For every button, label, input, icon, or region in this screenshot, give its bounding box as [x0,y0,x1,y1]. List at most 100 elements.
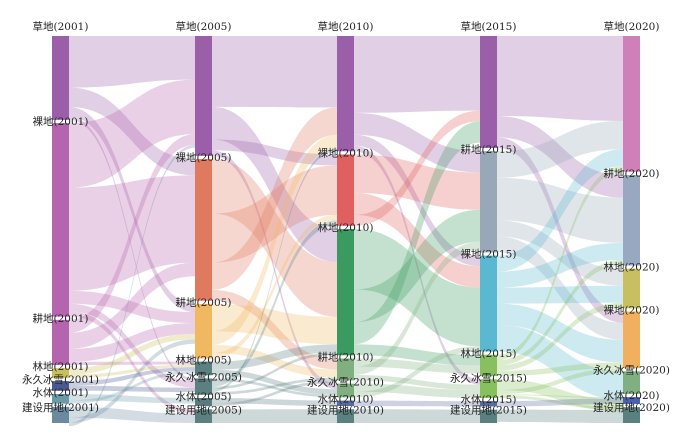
flow-bare-2015-to-grass-2020 [497,149,623,272]
flow-bare-2001-to-crop-2005 [69,290,195,324]
flow-forest-2010-to-forest-2015 [354,344,480,366]
label-built-2020: 建设用地(2020) [593,401,670,414]
flow-snow-2005-to-grass-2010 [212,148,337,393]
label-bare-2020: 裸地(2020) [604,304,660,317]
label-forest-2015: 林地(2015) [461,347,517,360]
flow-bare-2015-to-snow-2020 [497,324,623,400]
node-built-2010 [337,409,354,423]
label-water-2015: 水体(2015) [461,394,517,406]
node-grass-2015 [480,36,497,148]
label-water-2020: 水体(2020) [604,390,660,402]
flow-built-2015-to-built-2020 [497,409,623,423]
flow-bare-2001-to-bare-2005 [69,175,195,291]
label-crop-2005: 耕地(2005) [176,296,232,309]
flow-snow-2001-to-forest-2005 [69,367,195,386]
node-snow-2001 [52,381,69,391]
flow-bare-2010-to-bare-2015 [354,192,480,288]
label-crop-2001: 耕地(2001) [33,312,89,325]
node-forest-2001 [52,368,69,378]
label-water-2001: 水体(2001) [33,387,89,399]
label-water-2010: 水体(2010) [318,394,374,406]
node-built-2001 [52,406,69,423]
flow-grass-2015-to-crop-2020 [497,115,623,198]
label-forest-2005: 林地(2005) [176,354,232,367]
flow-crop-2015-to-forest-2020 [497,220,623,286]
node-bare-2001 [52,123,69,317]
node-bare-2010 [337,154,354,226]
label-crop-2015: 耕地(2015) [461,143,517,156]
label-water-2005: 水体(2005) [176,391,232,403]
flow-forest-2015-to-bare-2020 [497,362,623,377]
flow-snow-2005-to-crop-2010 [212,377,337,395]
flow-built-2010-to-built-2015 [354,409,480,423]
label-built-2015: 建设用地(2015) [450,404,527,417]
flow-snow-2015-to-built-2020 [497,395,623,410]
node-grass-2010 [337,36,354,152]
label-snow-2001: 永久冰雪(2001) [22,373,99,386]
flow-water-2005-to-water-2010 [212,398,337,407]
flow-grass-2010-to-snow-2015 [354,145,480,385]
flow-bare-2015-to-bare-2020 [497,303,623,363]
flow-forest-2001-to-forest-2005 [69,364,195,378]
node-snow-2020 [623,371,640,394]
sankey-labels: 草地(2001)裸地(2001)耕地(2001)林地(2001)永久冰雪(200… [22,20,670,417]
flow-crop-2005-to-bare-2010 [212,214,337,359]
label-forest-2020: 林地(2020) [604,261,660,274]
flow-grass-2005-to-snow-2010 [212,150,337,390]
flow-snow-2001-to-snow-2005 [69,385,195,393]
node-snow-2005 [195,378,212,395]
flow-bare-2001-to-built-2005 [69,311,195,414]
flow-crop-2001-to-bare-2005 [69,262,195,349]
node-grass-2020 [623,36,640,172]
flow-forest-2010-to-crop-2015 [354,209,480,323]
flow-crop-2001-to-crop-2005 [69,323,195,362]
flow-snow-2005-to-forest-2010 [212,352,337,390]
node-forest-2005 [195,361,212,376]
flow-crop-2005-to-forest-2010 [212,303,337,345]
flow-grass-2010-to-bare-2015 [354,134,480,267]
flow-forest-2001-to-crop-2005 [69,333,195,375]
flow-bare-2010-to-crop-2015 [354,154,480,210]
flow-snow-2015-to-snow-2020 [497,379,623,411]
flow-crop-2001-to-grass-2005 [69,134,195,333]
label-grass-2020: 草地(2020) [604,20,660,33]
sankey-links [69,36,623,427]
node-snow-2015 [480,379,497,398]
flow-grass-2005-to-forest-2010 [212,106,337,262]
flow-crop-2005-to-grass-2010 [212,134,337,345]
flow-grass-2015-to-grass-2020 [497,36,623,121]
node-crop-2005 [195,303,212,359]
flow-bare-2010-to-grass-2015 [354,110,480,226]
flow-crop-2015-to-bare-2020 [497,236,623,340]
flow-grass-2005-to-bare-2010 [212,139,337,166]
node-crop-2010 [337,358,354,381]
flow-bare-2005-to-forest-2010 [212,159,337,317]
flow-forest-2005-to-snow-2010 [212,369,337,395]
node-water-2001 [52,393,69,404]
flow-grass-2001-to-crop-2005 [69,106,195,313]
flow-bare-2015-to-forest-2020 [497,285,623,304]
flow-forest-2015-to-forest-2020 [497,302,623,371]
node-snow-2010 [337,383,354,398]
flow-grass-2005-to-grass-2010 [212,36,337,108]
flow-crop-2001-to-forest-2005 [69,361,195,366]
node-crop-2015 [480,151,497,253]
label-forest-2001: 林地(2001) [33,360,89,373]
flow-crop-2015-to-grass-2020 [497,120,623,178]
node-water-2010 [337,400,354,407]
node-water-2020 [623,397,640,404]
node-water-2015 [480,401,497,407]
flow-forest-2015-to-grass-2020 [497,166,623,361]
flow-water-2010-to-water-2015 [354,400,480,407]
flow-crop-2005-to-crop-2010 [212,344,337,378]
label-grass-2005: 草地(2005) [176,20,232,33]
flow-bare-2015-to-crop-2020 [497,242,623,288]
flow-bare-2001-to-snow-2005 [69,303,195,388]
node-crop-2020 [623,175,640,266]
flow-bare-2005-to-crop-2010 [212,289,337,370]
label-bare-2001: 裸地(2001) [33,115,89,128]
node-water-2005 [195,398,212,407]
flow-snow-2010-to-bare-2015 [354,346,480,398]
label-bare-2010: 裸地(2010) [318,146,374,159]
